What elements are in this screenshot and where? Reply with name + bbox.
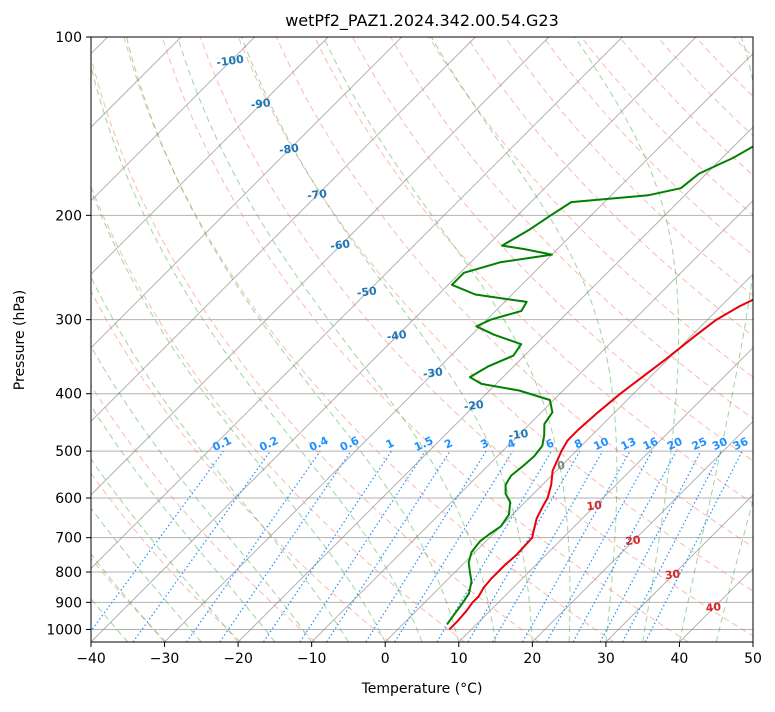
isotherm-label: 30: [664, 567, 681, 582]
dry-adiabat-line: [657, 37, 775, 642]
isotherm-line: [0, 37, 255, 642]
x-tick-label: 30: [597, 651, 615, 667]
mixing-ratio-label: 30: [710, 435, 730, 453]
moist-adiabat-line: [84, 37, 422, 642]
x-axis-label: Temperature (°C): [361, 681, 483, 697]
x-tick-label: 20: [523, 651, 541, 667]
mixing-ratio-label: 25: [690, 435, 709, 453]
y-tick-label: 500: [55, 444, 82, 460]
isotherm-label: -100: [216, 53, 245, 70]
y-tick-label: 600: [55, 491, 82, 507]
moist-adiabat-line: [0, 37, 312, 642]
y-tick-label: 100: [55, 30, 82, 46]
isotherm-label: -30: [422, 365, 444, 381]
dry-adiabat-line: [543, 37, 775, 642]
mixing-ratio-label: 1: [384, 436, 396, 451]
dry-adiabat-line: [162, 37, 688, 642]
isotherm-label: 40: [705, 600, 722, 615]
isotherm-line: [17, 37, 622, 642]
dry-adiabat-line: [391, 37, 775, 642]
mixing-ratio-label: 16: [641, 435, 661, 453]
moist-adiabat-line: [431, 37, 617, 642]
mixing-ratio-label: 13: [619, 435, 638, 453]
mixing-ratio-line: [83, 451, 224, 642]
plot-frame: [91, 37, 753, 642]
mixing-ratio-line: [133, 451, 270, 642]
x-tick-label: 0: [381, 651, 390, 667]
mixing-ratio-line: [645, 451, 742, 642]
y-tick-label: 200: [55, 208, 82, 224]
moist-adiabat-line: [575, 37, 679, 642]
x-tick-label: −40: [76, 651, 106, 667]
isotherm-line: [0, 37, 402, 642]
mixing-ratio-label: 6: [544, 436, 557, 451]
isotherm-label: -40: [386, 328, 408, 344]
dry-adiabat-line: [467, 37, 775, 642]
isotherm-line: [679, 37, 775, 642]
isotherm-line: [753, 37, 775, 642]
isotherm-label: -90: [250, 96, 272, 112]
mixing-ratio-line: [573, 451, 676, 642]
dry-adiabat-line: [429, 37, 775, 642]
mixing-ratio-label: 10: [592, 435, 612, 453]
isotherm-label: 10: [586, 498, 603, 513]
mixing-ratio-label: 36: [731, 435, 751, 453]
isotherm-label: -50: [356, 284, 378, 300]
y-tick-label: 900: [55, 595, 82, 611]
x-tick-label: −20: [223, 651, 253, 667]
moist-adiabat-line: [716, 37, 775, 642]
mixing-ratio-label: 20: [665, 435, 685, 453]
dry-adiabat-line: [353, 37, 775, 642]
mixing-ratio-line: [220, 451, 351, 642]
isotherm-label: 20: [624, 533, 641, 548]
moist-adiabat-line: [0, 37, 238, 642]
mixing-ratio-line: [600, 451, 701, 642]
moist-adiabat-line: [0, 37, 275, 642]
chart-title: wetPf2_PAZ1.2024.342.00.54.G23: [285, 11, 559, 31]
isotherm-label: -70: [306, 187, 328, 203]
y-tick-label: 400: [55, 387, 82, 403]
x-tick-label: −30: [150, 651, 180, 667]
moist-adiabat-line: [178, 37, 496, 642]
isotherm-line: [385, 37, 775, 642]
y-tick-label: 700: [55, 531, 82, 547]
profile-lines: [447, 37, 775, 629]
x-tick-label: 40: [671, 651, 689, 667]
mixing-ratio-label: 2: [442, 436, 454, 451]
dry-adiabat-line: [10, 37, 390, 642]
isotherm-label: -20: [463, 398, 485, 414]
y-tick-label: 300: [55, 313, 82, 329]
moist-adiabat-line: [127, 37, 459, 642]
dewpoint-profile-line: [447, 37, 775, 624]
dry-adiabat-line: [0, 37, 241, 642]
x-tick-label: −10: [297, 651, 327, 667]
dry-adiabat-line: [0, 37, 315, 642]
isotherm-label: -80: [278, 141, 300, 157]
moist-adiabat-line: [324, 37, 571, 642]
y-axis-label: Pressure (hPa): [12, 290, 28, 390]
isotherm-line: [312, 37, 775, 642]
mixing-ratio-line: [366, 451, 486, 642]
temperature-profile-line: [449, 37, 775, 629]
dry-adiabat-line: [276, 37, 775, 642]
y-tick-label: 1000: [46, 622, 82, 638]
isotherm-label: -60: [329, 237, 351, 253]
moist-adiabat-line: [19, 37, 349, 642]
isotherm-label: -10: [508, 427, 530, 443]
dry-adiabat-line: [696, 37, 775, 642]
x-tick-label: 10: [450, 651, 468, 667]
x-tick-label: 50: [744, 651, 762, 667]
y-tick-label: 800: [55, 565, 82, 581]
